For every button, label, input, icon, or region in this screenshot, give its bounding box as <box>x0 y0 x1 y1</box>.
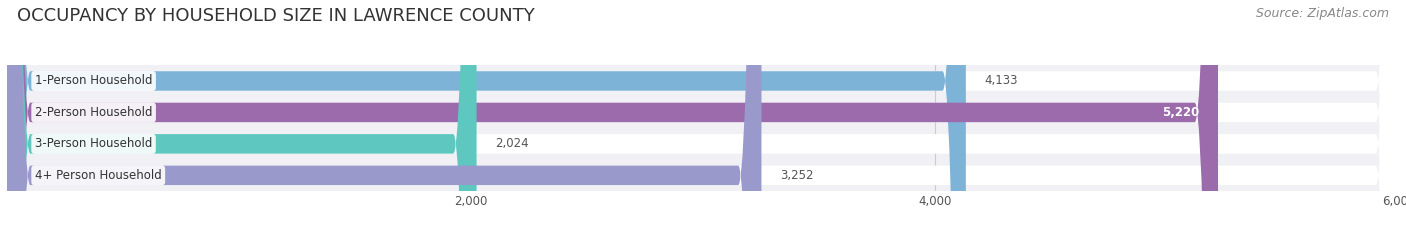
FancyBboxPatch shape <box>7 0 1399 233</box>
Text: 4,133: 4,133 <box>984 75 1018 87</box>
Text: 2-Person Household: 2-Person Household <box>35 106 152 119</box>
FancyBboxPatch shape <box>7 0 762 233</box>
Text: 2,024: 2,024 <box>495 137 529 150</box>
Text: 3-Person Household: 3-Person Household <box>35 137 152 150</box>
FancyBboxPatch shape <box>7 0 1399 233</box>
Text: Source: ZipAtlas.com: Source: ZipAtlas.com <box>1256 7 1389 20</box>
FancyBboxPatch shape <box>7 0 1399 233</box>
FancyBboxPatch shape <box>7 0 966 233</box>
Text: 5,220: 5,220 <box>1163 106 1199 119</box>
Text: OCCUPANCY BY HOUSEHOLD SIZE IN LAWRENCE COUNTY: OCCUPANCY BY HOUSEHOLD SIZE IN LAWRENCE … <box>17 7 534 25</box>
FancyBboxPatch shape <box>7 0 1399 233</box>
FancyBboxPatch shape <box>7 0 1218 233</box>
FancyBboxPatch shape <box>7 0 477 233</box>
Text: 1-Person Household: 1-Person Household <box>35 75 152 87</box>
Text: 4+ Person Household: 4+ Person Household <box>35 169 162 182</box>
Text: 3,252: 3,252 <box>780 169 814 182</box>
